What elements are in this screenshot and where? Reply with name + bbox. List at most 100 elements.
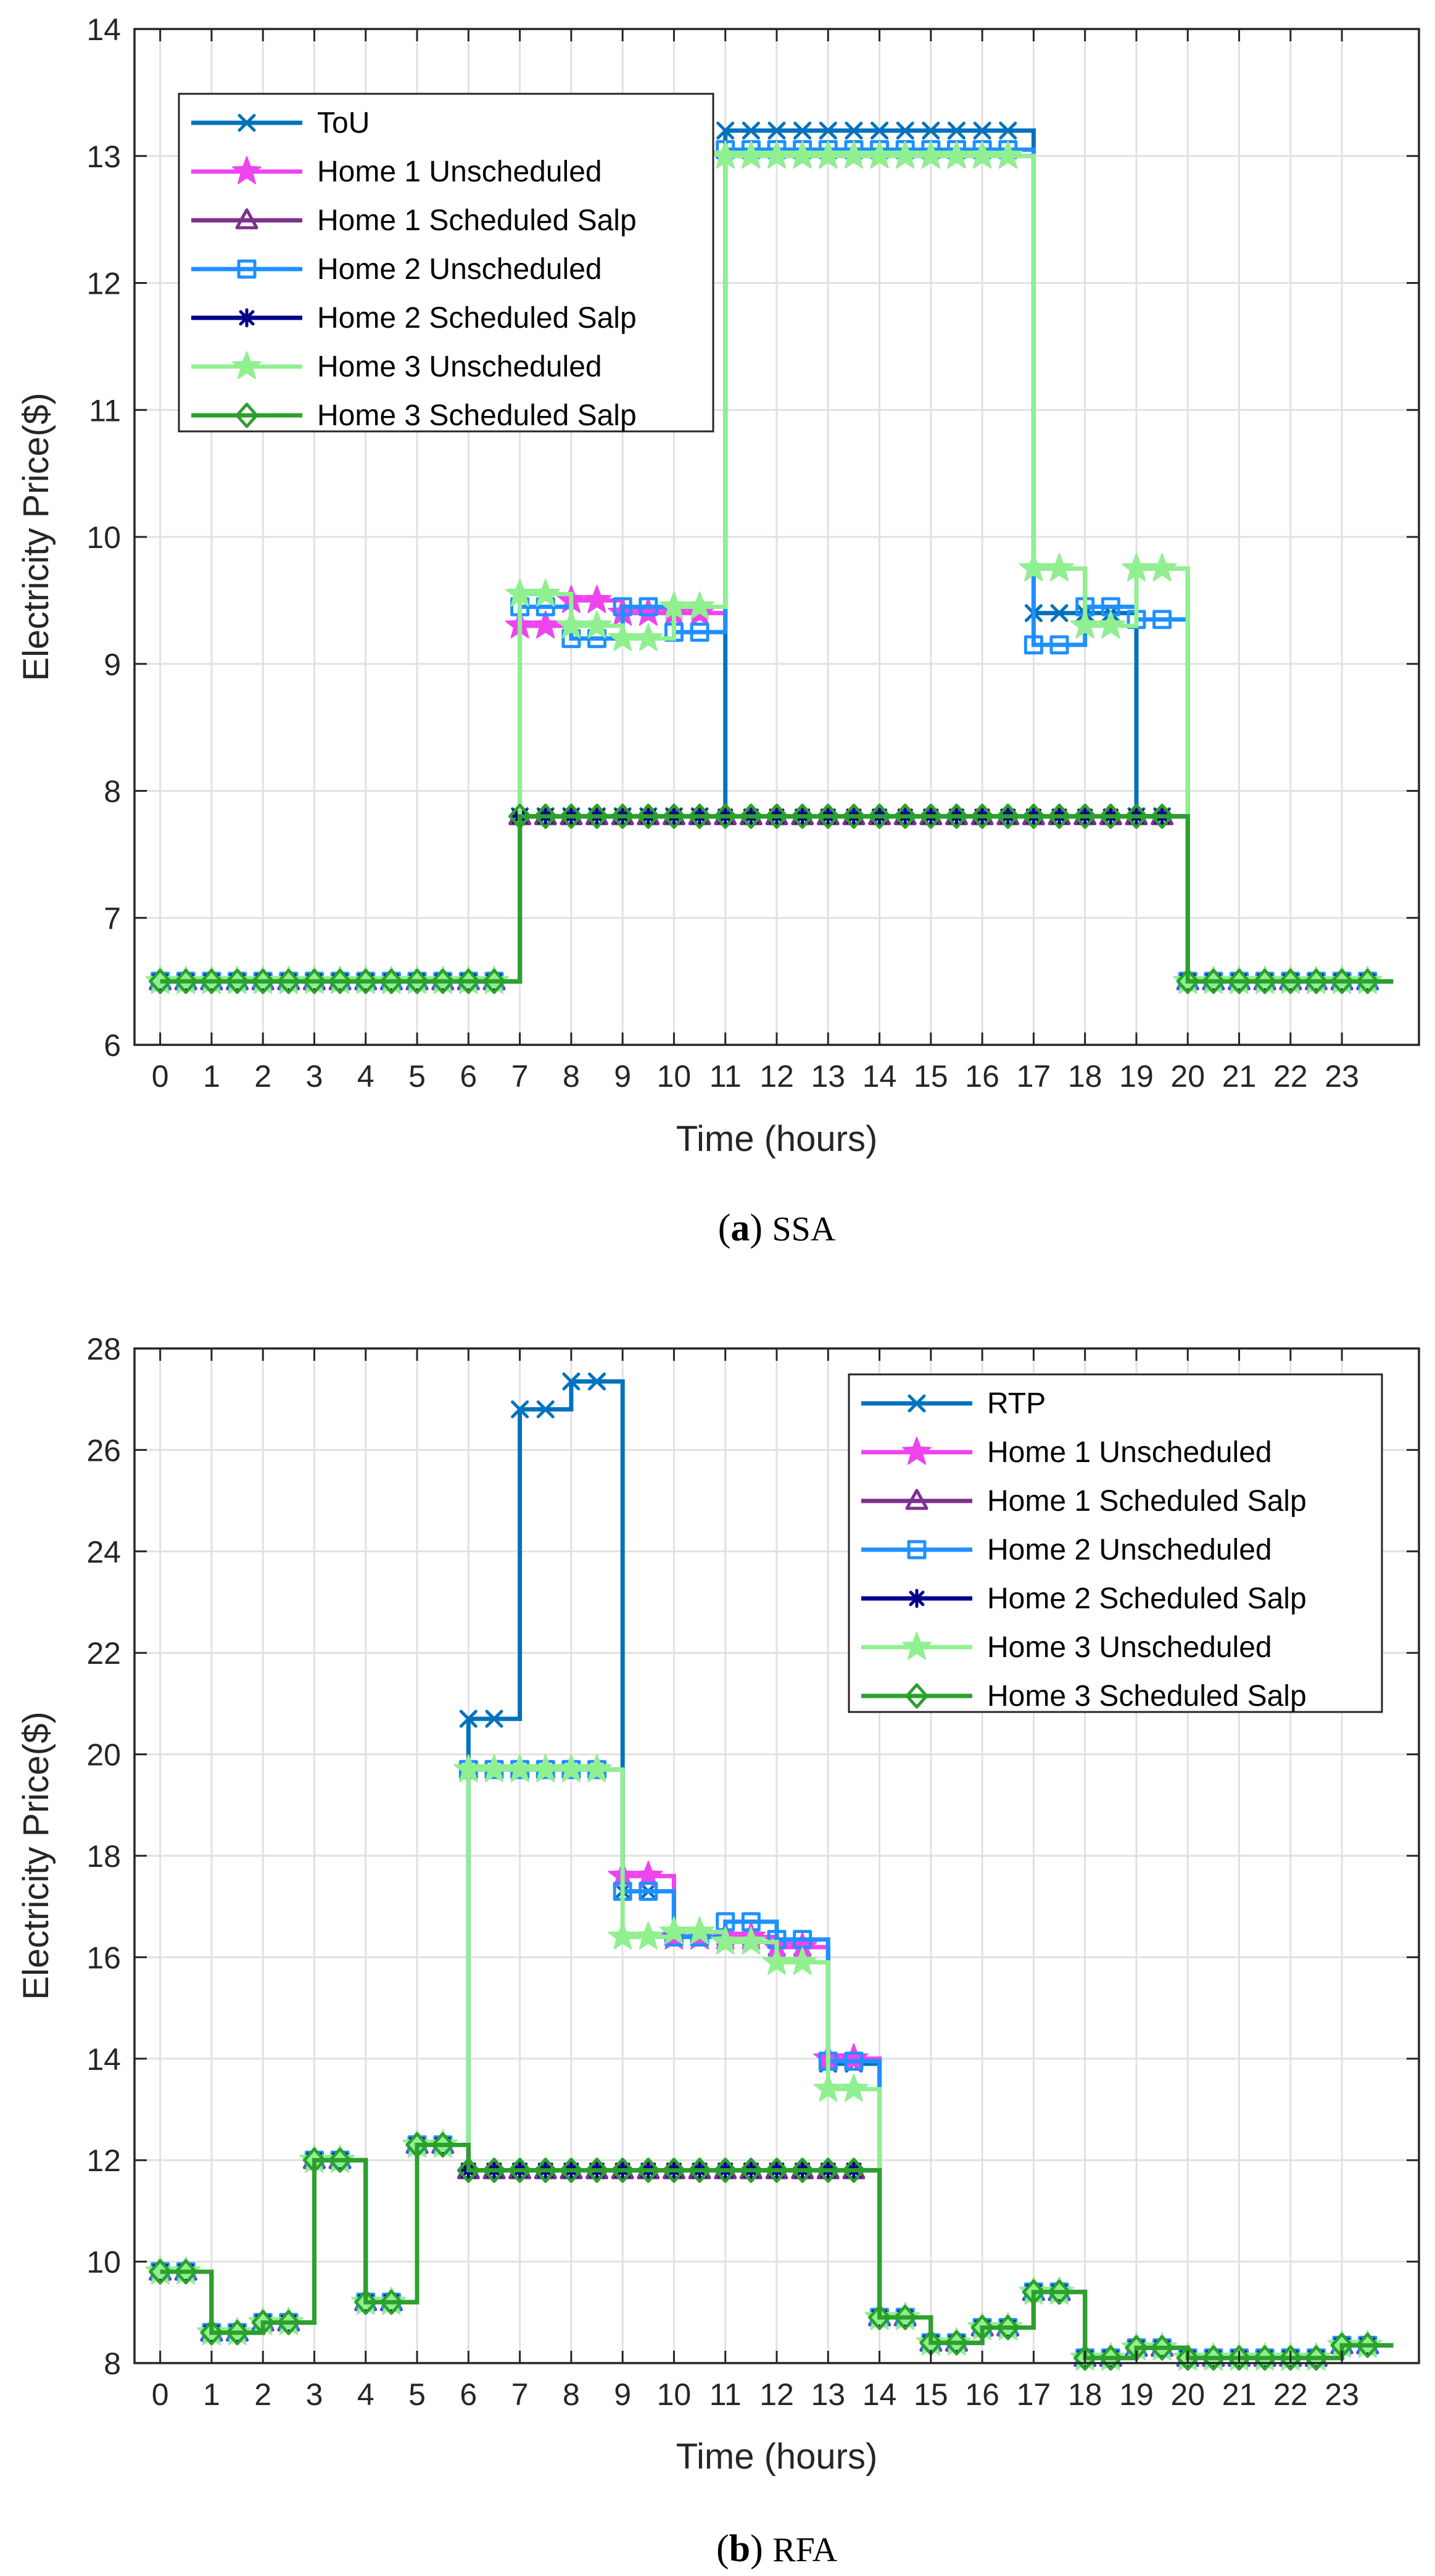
marker-diamond <box>457 968 480 994</box>
y-tick-label: 13 <box>86 139 121 174</box>
marker-diamond <box>1099 804 1122 829</box>
x-tick-label: 12 <box>759 1059 794 1094</box>
marker-diamond <box>174 2259 197 2285</box>
caption-letter: a <box>730 1207 750 1249</box>
legend: RTP Home 1 Unscheduled Home 1 Scheduled Sa… <box>848 1373 1383 1713</box>
marker-diamond <box>1022 804 1045 829</box>
marker-diamond <box>688 2158 711 2183</box>
marker-square <box>613 597 632 617</box>
marker-diamond <box>791 2158 814 2183</box>
marker-star <box>813 2074 843 2102</box>
legend-label: Home 1 Scheduled Salp <box>987 1485 1307 1518</box>
x-tick-label: 15 <box>914 2377 948 2412</box>
panel-caption: (b) RFA <box>716 2528 838 2570</box>
series-home-3-scheduled-salp <box>149 804 1394 994</box>
marker-asterisk <box>237 308 257 328</box>
y-tick-label: 8 <box>104 775 121 809</box>
x-tick-label: 16 <box>965 2377 999 2412</box>
marker-triangle <box>235 208 258 230</box>
marker-diamond <box>1202 2345 1225 2371</box>
x-tick-label: 10 <box>657 1059 692 1094</box>
caption-name: SSA <box>772 1210 836 1249</box>
marker-x <box>511 1400 529 1419</box>
x-tick-label: 21 <box>1222 1059 1257 1094</box>
marker-diamond <box>1304 2345 1328 2371</box>
marker-star <box>685 1916 714 1945</box>
marker-star <box>736 140 766 169</box>
x-tick-label: 20 <box>1170 2377 1205 2412</box>
marker-star <box>659 591 689 620</box>
legend-label: Home 3 Scheduled Salp <box>987 1680 1307 1713</box>
x-tick-label: 13 <box>811 2377 845 2412</box>
marker-diamond <box>226 968 249 994</box>
marker-diamond <box>1228 968 1251 994</box>
marker-diamond <box>714 2158 737 2183</box>
marker-star <box>762 1947 792 1975</box>
x-tick-label: 2 <box>254 2377 271 2412</box>
marker-diamond <box>637 804 660 829</box>
y-tick-label: 10 <box>86 2245 121 2280</box>
marker-x <box>588 1372 606 1390</box>
x-tick-label: 5 <box>408 2377 426 2412</box>
marker-x <box>947 122 966 140</box>
x-tick-label: 12 <box>759 2377 794 2412</box>
marker-star <box>1122 553 1151 581</box>
marker-star <box>710 1926 740 1955</box>
marker-star <box>916 140 946 169</box>
marker-diamond <box>1048 2279 1071 2305</box>
marker-star <box>556 610 586 639</box>
legend-entry: Home 2 Scheduled Salp <box>191 302 637 334</box>
x-tick-label: 19 <box>1119 2377 1154 2412</box>
marker-diamond <box>1228 2345 1251 2371</box>
x-tick-label: 11 <box>709 2377 742 2412</box>
marker-diamond <box>251 968 275 994</box>
marker-star <box>479 1754 509 1782</box>
marker-diamond <box>235 402 258 428</box>
y-tick-label: 14 <box>86 2042 121 2077</box>
x-tick-label: 23 <box>1325 2377 1359 2412</box>
marker-star <box>787 1947 817 1975</box>
legend-entry: Home 1 Unscheduled <box>191 156 602 188</box>
legend-label: Home 1 Scheduled Salp <box>317 204 637 237</box>
x-tick-label: 1 <box>203 1059 220 1094</box>
marker-diamond <box>1330 968 1354 994</box>
marker-diamond <box>1253 968 1276 994</box>
legend-entry: Home 1 Unscheduled <box>861 1436 1272 1469</box>
marker-diamond <box>1356 968 1379 994</box>
y-tick-label: 11 <box>89 393 121 428</box>
marker-diamond <box>765 2158 788 2183</box>
marker-x <box>485 1710 503 1728</box>
marker-x <box>999 122 1017 140</box>
marker-diamond <box>791 804 814 829</box>
marker-x <box>536 1400 555 1419</box>
legend-entry: Home 2 Unscheduled <box>861 1534 1272 1566</box>
marker-diamond <box>1073 804 1097 829</box>
marker-diamond <box>816 2158 840 2183</box>
marker-x <box>459 1710 478 1728</box>
x-tick-label: 15 <box>914 1059 948 1094</box>
x-tick-label: 2 <box>254 1059 271 1094</box>
caption-paren: ) <box>750 1207 772 1249</box>
marker-star <box>634 623 663 651</box>
marker-x <box>871 122 889 140</box>
marker-diamond <box>1048 804 1071 829</box>
x-axis-label: Time (hours) <box>676 1119 878 1159</box>
x-tick-label: 0 <box>152 2377 169 2412</box>
marker-x <box>716 122 735 140</box>
marker-star <box>839 140 869 169</box>
x-tick-label: 9 <box>614 2377 631 2412</box>
x-tick-label: 7 <box>511 2377 529 2412</box>
marker-star <box>556 1754 586 1782</box>
legend-box <box>178 93 714 433</box>
caption-letter: b <box>729 2528 750 2570</box>
x-tick-label: 22 <box>1273 2377 1308 2412</box>
y-tick-label: 16 <box>86 1940 121 1975</box>
x-tick-label: 3 <box>306 2377 323 2412</box>
marker-diamond <box>585 2158 609 2183</box>
marker-diamond <box>1151 2335 1174 2361</box>
marker-diamond <box>200 2320 223 2346</box>
x-tick-label: 22 <box>1273 1059 1308 1094</box>
marker-diamond <box>1279 2345 1302 2371</box>
marker-diamond <box>893 2304 917 2330</box>
